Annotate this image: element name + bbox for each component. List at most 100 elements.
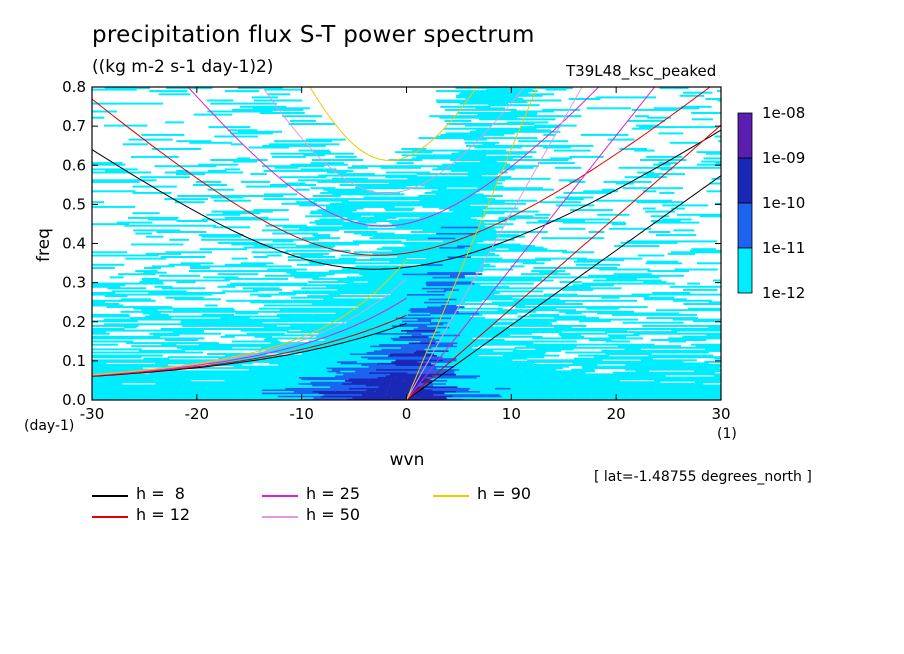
heat-cell xyxy=(441,215,485,218)
heat-cell xyxy=(270,354,283,357)
heat-cell xyxy=(395,151,433,154)
heat-cell xyxy=(160,395,181,398)
heat-cell xyxy=(359,282,405,285)
heat-cell xyxy=(526,392,557,395)
heat-cell xyxy=(345,227,369,230)
heat-cell xyxy=(503,116,518,119)
heat-cell xyxy=(692,320,715,323)
heat-cell xyxy=(410,274,450,277)
heat-cell xyxy=(700,373,721,376)
heat-cell xyxy=(624,176,650,179)
heat-cell xyxy=(176,346,193,349)
heat-cell xyxy=(553,328,567,330)
heat-cell xyxy=(436,340,485,343)
heat-cell xyxy=(235,312,259,315)
heat-cell xyxy=(189,224,217,227)
heat-cell xyxy=(318,392,343,395)
heat-cell xyxy=(419,154,437,157)
heat-cell xyxy=(444,231,465,233)
heat-cell xyxy=(250,173,267,176)
heat-cell xyxy=(646,382,664,385)
heat-cell xyxy=(206,99,234,102)
heat-cell xyxy=(198,332,221,335)
heat-cell xyxy=(520,370,551,373)
heat-cell xyxy=(445,201,471,204)
heat-cell xyxy=(176,220,194,222)
heat-cell xyxy=(393,267,440,269)
heat-cell xyxy=(368,251,407,254)
heat-cell xyxy=(439,339,475,341)
heat-cell xyxy=(664,159,687,161)
heat-cell xyxy=(298,376,331,379)
heat-cell xyxy=(449,159,497,161)
curve-h90-mrg xyxy=(92,259,407,376)
heat-cell xyxy=(411,387,425,390)
heat-cell xyxy=(401,148,427,150)
heat-cell xyxy=(330,385,379,388)
heat-cell xyxy=(359,323,400,326)
heat-cell xyxy=(509,199,538,202)
heat-cell xyxy=(655,385,694,388)
heat-cell xyxy=(467,238,515,241)
heat-cell xyxy=(634,149,655,152)
heat-cell xyxy=(189,141,232,144)
heat-cell xyxy=(597,312,633,315)
heat-cell xyxy=(443,259,475,262)
heat-cell xyxy=(396,162,414,165)
heat-cell xyxy=(435,177,476,180)
heat-cell xyxy=(310,162,327,165)
heat-cell xyxy=(653,371,684,374)
heat-cell xyxy=(267,93,291,96)
heat-cell xyxy=(435,90,480,93)
heat-cell xyxy=(330,379,345,382)
heat-cell xyxy=(473,87,523,89)
heat-cell xyxy=(511,118,556,121)
heat-cell xyxy=(499,101,528,104)
heat-cell xyxy=(605,340,630,343)
heat-cell xyxy=(477,187,504,190)
heat-cell xyxy=(139,281,163,284)
heat-cell xyxy=(442,277,488,280)
heat-cell xyxy=(619,395,632,398)
heat-cell xyxy=(524,376,575,379)
heat-cell xyxy=(188,270,237,273)
heat-cell xyxy=(675,166,721,169)
heat-cell xyxy=(671,395,715,398)
heat-cell xyxy=(443,359,457,362)
heat-cell xyxy=(404,379,433,382)
heat-cell xyxy=(400,346,432,349)
heat-cell xyxy=(255,376,287,379)
heat-cell xyxy=(290,274,327,277)
heat-cell xyxy=(208,126,251,129)
heat-cell xyxy=(462,123,493,125)
heat-cell xyxy=(156,373,200,376)
heat-cell xyxy=(289,342,313,345)
heat-cell xyxy=(92,163,126,166)
heat-cell xyxy=(433,384,481,387)
heat-cell xyxy=(121,376,144,379)
heat-cell xyxy=(668,321,684,324)
heat-cell xyxy=(148,290,187,293)
heat-cell xyxy=(247,299,293,302)
heat-cell xyxy=(685,382,704,385)
heat-cell xyxy=(261,277,289,280)
heat-cell xyxy=(217,285,236,288)
heat-cell xyxy=(501,177,551,180)
heat-cell xyxy=(457,332,499,335)
heat-cell xyxy=(309,212,359,215)
heat-cell xyxy=(352,259,382,262)
heat-cell xyxy=(279,368,320,371)
heat-cell xyxy=(531,93,555,96)
heat-cell xyxy=(148,345,190,348)
heat-cell xyxy=(454,371,467,374)
heat-cell xyxy=(239,105,287,108)
heat-cell xyxy=(342,267,394,269)
heat-cell xyxy=(431,223,471,226)
heat-cell xyxy=(222,362,253,365)
heat-cell xyxy=(426,376,477,379)
heat-cell xyxy=(113,354,163,357)
heat-cell xyxy=(128,390,175,393)
heat-cell xyxy=(652,364,667,366)
heat-cell xyxy=(421,263,443,266)
heat-cell xyxy=(444,119,472,122)
